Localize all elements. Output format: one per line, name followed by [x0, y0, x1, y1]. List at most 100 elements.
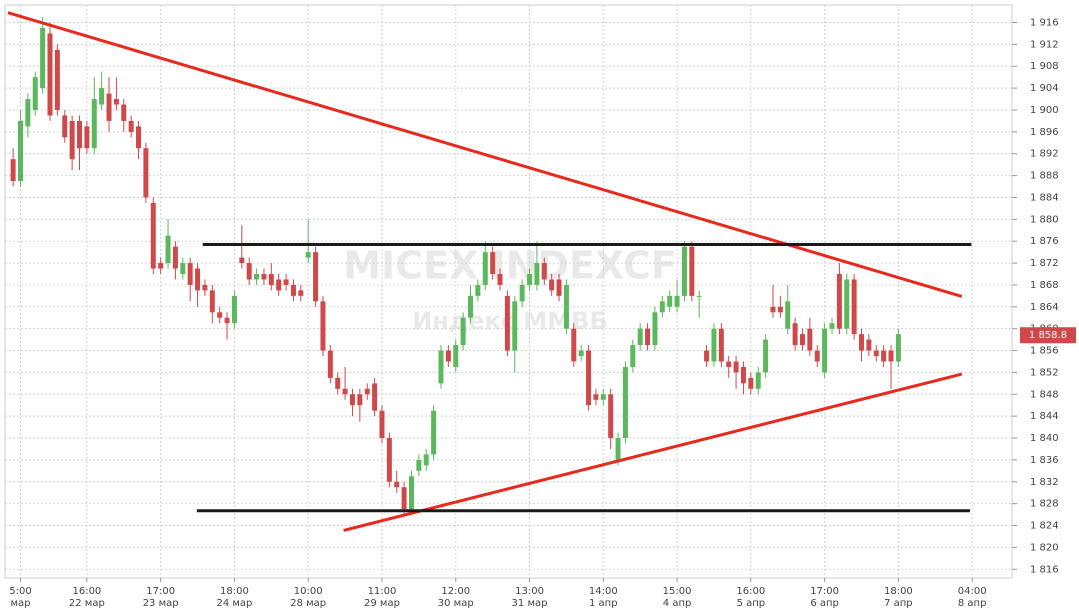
watermark-name: Индекс ММВБ [412, 307, 608, 335]
candle-body [615, 438, 621, 460]
candle-body [276, 279, 282, 291]
candle-body [254, 274, 260, 280]
candle-body [379, 410, 385, 439]
candle-body [475, 284, 481, 296]
candle-body [431, 410, 437, 455]
candle-body [231, 295, 237, 324]
candle-body [571, 328, 577, 362]
candle-body [549, 279, 555, 291]
x-tick-label: 16:00 [72, 586, 101, 597]
y-tick-label: 1 820 [1030, 542, 1059, 553]
candle-body [401, 487, 407, 510]
x-tick-date: 1 апр [589, 598, 618, 609]
y-tick-label: 1 892 [1030, 149, 1059, 160]
x-tick-label: 10:00 [294, 586, 323, 597]
candle-body [32, 77, 38, 110]
candle-body [726, 361, 732, 367]
candle-body [445, 350, 451, 362]
candle-body [667, 295, 673, 307]
y-tick-label: 1 900 [1030, 105, 1059, 116]
candle-body [859, 334, 865, 351]
candle-body [128, 120, 134, 132]
y-tick-label: 1 836 [1030, 455, 1059, 466]
candle-body [851, 279, 857, 335]
candle-body [490, 252, 496, 275]
x-tick-date: 5 апр [737, 598, 766, 609]
candle-body [283, 279, 289, 285]
candle-body [711, 328, 717, 362]
candle-body [438, 350, 444, 384]
candle-body [290, 284, 296, 296]
x-tick-label: 17:00 [810, 586, 839, 597]
y-tick-label: 1 868 [1030, 280, 1059, 291]
x-tick-label: 16:00 [736, 586, 765, 597]
y-tick-label: 1 844 [1030, 411, 1059, 422]
y-tick-label: 1 916 [1030, 17, 1059, 28]
candle-body [504, 295, 510, 351]
candle-body [829, 323, 835, 329]
candle-body [770, 306, 776, 313]
candle-body [785, 301, 791, 329]
y-tick-label: 1 848 [1030, 389, 1059, 400]
y-tick-label: 1 832 [1030, 477, 1059, 488]
y-tick-label: 1 912 [1030, 39, 1059, 50]
candle-body [165, 235, 171, 264]
candle-body [84, 126, 90, 149]
x-tick-date: мар [10, 598, 30, 609]
candle-body [460, 317, 466, 346]
candle-body [143, 148, 149, 198]
candle-body [763, 339, 769, 373]
candle-body [748, 377, 754, 389]
candle-body [40, 27, 46, 89]
candle-body [659, 301, 665, 313]
candle-body [217, 312, 223, 318]
y-tick-label: 1 880 [1030, 214, 1059, 225]
candle-body [386, 438, 392, 482]
candle-body [733, 361, 739, 373]
y-tick-label: 1 908 [1030, 61, 1059, 72]
candle-body [593, 394, 599, 400]
candle-body [844, 279, 850, 329]
y-tick-label: 1 840 [1030, 433, 1059, 444]
y-tick-label: 1 876 [1030, 236, 1059, 247]
candle-body [335, 377, 341, 389]
x-tick-date: 30 мар [438, 598, 474, 609]
candle-body [357, 394, 363, 406]
watermark-ticker: MICEX INDEXCF [343, 244, 677, 288]
candle-body [298, 290, 304, 296]
candle-body [187, 263, 193, 285]
candle-body [180, 263, 186, 275]
candle-body [313, 252, 319, 302]
candle-body [91, 99, 97, 149]
candle-body [342, 388, 348, 395]
candle-body [453, 345, 459, 367]
y-tick-label: 1 872 [1030, 258, 1059, 269]
x-tick-label: 12:00 [441, 586, 470, 597]
candle-body [637, 328, 643, 346]
x-tick-label: 18:00 [220, 586, 249, 597]
candle-body [62, 115, 68, 138]
last-price-box [1020, 327, 1076, 344]
x-tick-date: 6 апр [810, 598, 839, 609]
candle-body [172, 246, 178, 269]
candle-body [320, 301, 326, 351]
candle-body [364, 388, 370, 395]
candle-body [600, 394, 606, 400]
x-tick-date: 28 мар [290, 598, 326, 609]
x-tick-label: 5:00 [9, 586, 31, 597]
x-tick-label: 13:00 [515, 586, 544, 597]
candle-body [534, 263, 540, 285]
candle-body [239, 257, 245, 264]
candle-body [814, 350, 820, 362]
y-tick-label: 1 896 [1030, 127, 1059, 138]
candle-body [209, 290, 215, 313]
x-tick-date: 22 мар [69, 598, 105, 609]
candle-body [652, 312, 658, 346]
candle-body [25, 99, 31, 127]
x-tick-label: 15:00 [663, 586, 692, 597]
candle-body [873, 350, 879, 357]
candle-body [305, 252, 311, 258]
candle-body [630, 345, 636, 367]
x-tick-date: 29 мар [364, 598, 400, 609]
candle-body [895, 334, 901, 362]
